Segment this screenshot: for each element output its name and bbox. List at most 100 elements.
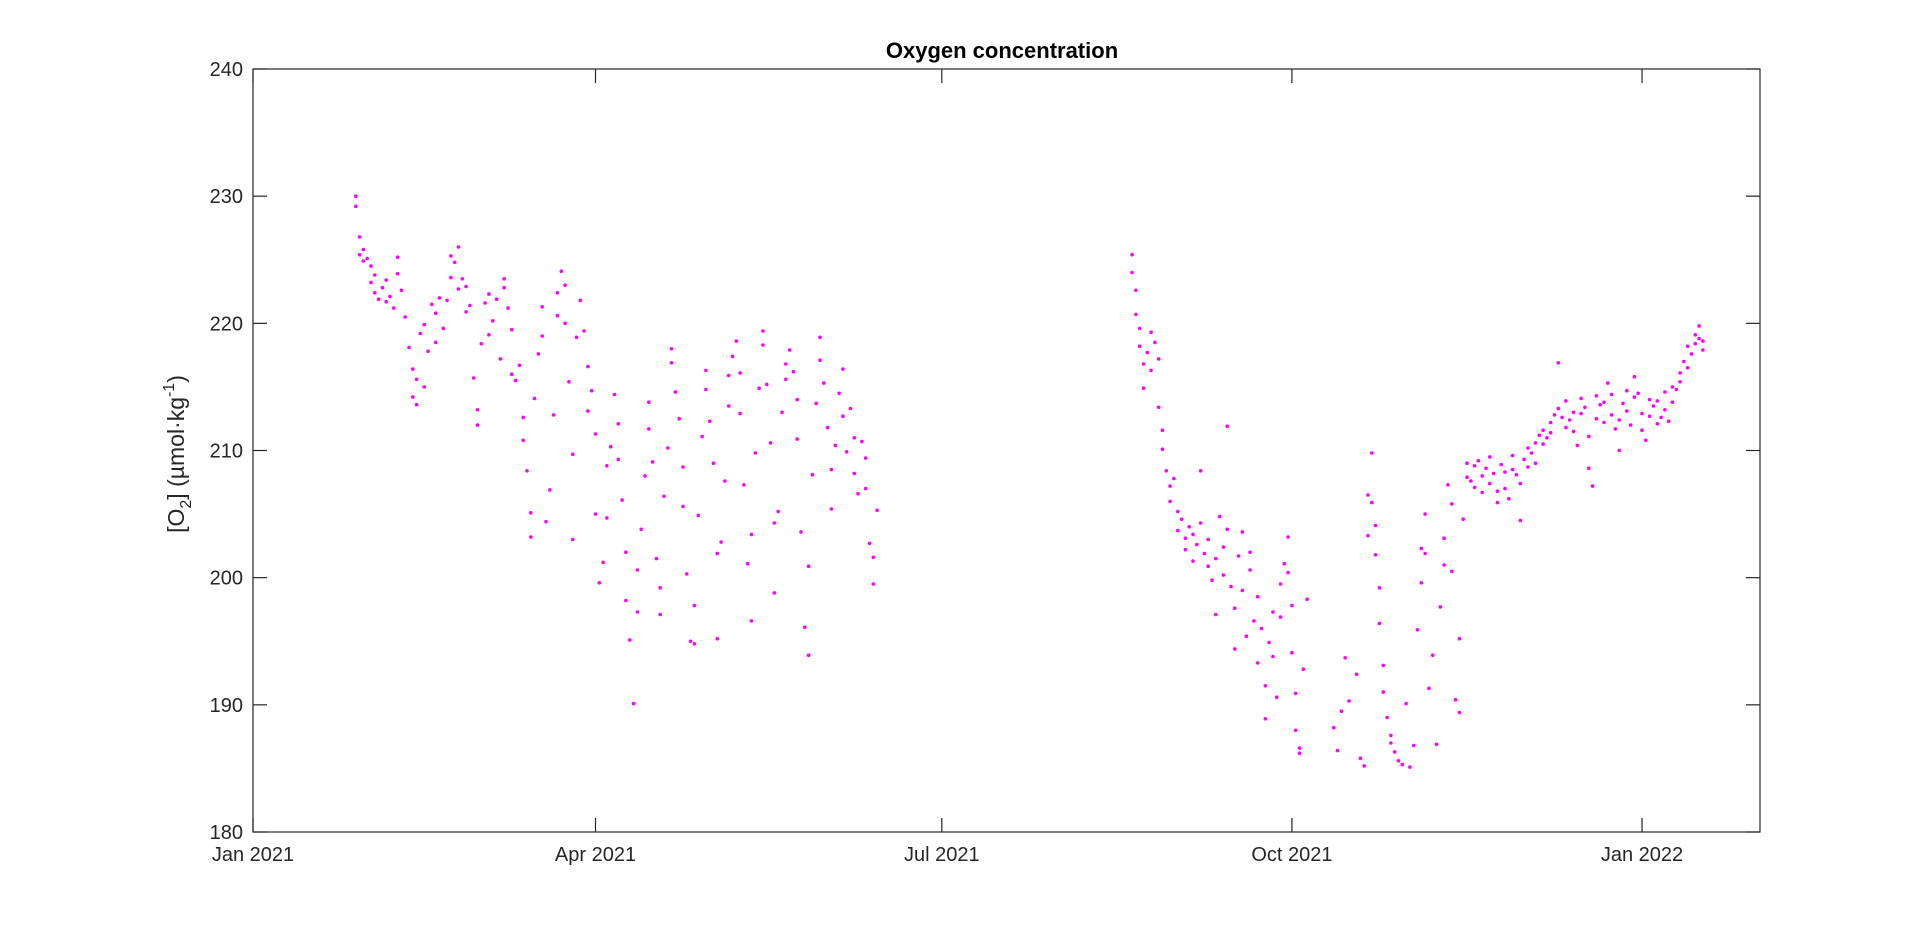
- data-point: [483, 301, 487, 305]
- data-point: [422, 322, 427, 327]
- data-point: [563, 321, 567, 326]
- data-point: [1255, 661, 1260, 665]
- data-point: [1495, 500, 1500, 505]
- data-point: [1282, 561, 1287, 566]
- data-point: [494, 297, 499, 302]
- data-point: [814, 401, 818, 406]
- data-point: [1465, 461, 1469, 466]
- data-point: [677, 416, 681, 421]
- data-point: [1450, 502, 1454, 506]
- data-point: [1545, 436, 1549, 440]
- data-point: [1598, 402, 1602, 407]
- data-point: [761, 343, 765, 347]
- data-point: [1263, 684, 1268, 688]
- data-point: [1130, 252, 1134, 257]
- data-point: [761, 329, 765, 333]
- data-point: [784, 362, 788, 366]
- data-point: [1514, 472, 1519, 477]
- data-point: [818, 358, 822, 363]
- data-point: [510, 327, 514, 332]
- data-point: [1423, 551, 1427, 556]
- data-point: [426, 349, 430, 354]
- data-point: [1134, 312, 1138, 317]
- data-point: [837, 391, 841, 396]
- data-point: [1366, 533, 1370, 538]
- data-point: [1240, 530, 1245, 534]
- data-point: [749, 619, 754, 623]
- data-point: [1233, 606, 1237, 610]
- data-point: [357, 252, 362, 257]
- data-point: [365, 256, 370, 261]
- data-point: [392, 306, 396, 310]
- data-point: [414, 402, 419, 407]
- plot-area: [252, 68, 1761, 833]
- data-point: [1183, 536, 1188, 540]
- data-point: [635, 568, 640, 572]
- data-point: [456, 245, 461, 249]
- data-point: [1290, 603, 1294, 608]
- data-point: [1453, 697, 1458, 702]
- data-point: [521, 438, 525, 443]
- data-point: [1404, 701, 1408, 706]
- data-point: [1396, 759, 1401, 763]
- data-point: [373, 273, 377, 277]
- data-point: [1457, 710, 1462, 715]
- data-point: [1358, 756, 1363, 760]
- data-point: [555, 313, 560, 318]
- data-point: [540, 305, 544, 309]
- data-point: [582, 329, 586, 333]
- data-point: [1663, 390, 1667, 394]
- data-point: [1571, 429, 1576, 434]
- data-point: [658, 586, 662, 590]
- data-point: [540, 334, 544, 338]
- data-point: [586, 409, 590, 413]
- data-point: [1252, 619, 1256, 623]
- data-point: [1210, 578, 1214, 582]
- data-point: [730, 354, 735, 359]
- data-point: [1305, 597, 1309, 602]
- data-point: [354, 204, 358, 209]
- data-point: [1293, 728, 1298, 733]
- data-point: [1529, 451, 1534, 455]
- data-point: [1423, 512, 1427, 516]
- data-point: [1366, 493, 1370, 497]
- data-point: [1373, 553, 1378, 557]
- data-point: [1221, 545, 1226, 549]
- data-point: [719, 540, 723, 544]
- data-point: [1389, 733, 1393, 738]
- data-point: [384, 278, 389, 282]
- data-point: [825, 425, 830, 430]
- data-point: [1583, 405, 1587, 410]
- data-point: [1541, 442, 1545, 446]
- data-point: [430, 302, 434, 307]
- data-point: [1472, 464, 1477, 468]
- data-point: [517, 363, 522, 368]
- data-point: [715, 636, 720, 641]
- data-point: [791, 369, 796, 374]
- data-point: [635, 610, 640, 614]
- data-point: [1495, 489, 1500, 494]
- data-point: [628, 638, 632, 642]
- data-point: [1385, 715, 1389, 720]
- data-point: [1400, 762, 1405, 767]
- data-point: [1617, 448, 1621, 453]
- data-point: [860, 439, 864, 444]
- data-point: [574, 335, 579, 340]
- data-point: [1640, 428, 1644, 433]
- data-point: [1427, 686, 1431, 691]
- data-point: [799, 530, 803, 534]
- data-point: [1446, 483, 1450, 487]
- data-point: [1510, 453, 1515, 458]
- data-point: [1137, 344, 1142, 349]
- data-point: [1248, 550, 1252, 554]
- data-point: [1533, 441, 1538, 445]
- data-point: [1476, 458, 1481, 463]
- y-tick-label: 200: [210, 568, 243, 590]
- data-point: [631, 701, 636, 706]
- data-point: [1244, 634, 1249, 638]
- data-point: [1480, 490, 1484, 495]
- data-point: [529, 511, 533, 515]
- data-point: [681, 465, 685, 469]
- data-point: [1278, 582, 1283, 586]
- data-point: [1145, 350, 1150, 355]
